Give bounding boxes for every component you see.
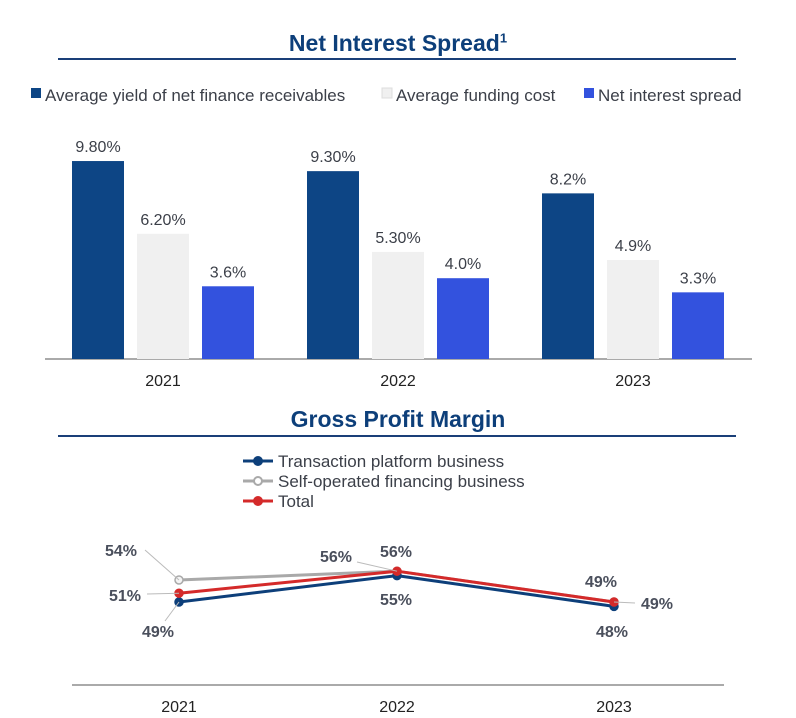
bar — [607, 260, 659, 359]
bar-value-label: 5.30% — [375, 230, 420, 247]
footnote-marker: 1 — [499, 30, 508, 46]
legend-swatch — [381, 87, 393, 99]
gross-profit-margin-title: Gross Profit Margin — [0, 406, 796, 433]
legend-label: Transaction platform business — [278, 452, 504, 471]
bar-value-label: 4.9% — [615, 238, 651, 255]
legend-swatch — [31, 88, 41, 98]
x-tick-label: 2021 — [145, 373, 181, 390]
legend-label: Average yield of net finance receivables — [45, 86, 345, 105]
leader-line — [613, 601, 636, 604]
bar-value-label: 9.30% — [310, 149, 355, 166]
legend-swatch — [584, 88, 594, 98]
net-interest-spread-title: Net Interest Spread1 — [0, 30, 796, 57]
x-tick-label: 2022 — [379, 699, 415, 716]
legend-label: Net interest spread — [598, 86, 742, 105]
data-label: 51% — [109, 588, 141, 605]
bar-value-label: 8.2% — [550, 171, 586, 188]
gross-profit-margin-title-text: Gross Profit Margin — [290, 406, 506, 432]
leader-line — [146, 592, 180, 595]
data-label: 48% — [596, 624, 628, 641]
legend-label: Average funding cost — [396, 86, 556, 105]
bar — [437, 278, 489, 359]
data-label: 55% — [380, 592, 412, 609]
legend-marker — [253, 496, 263, 506]
data-label: 49% — [142, 624, 174, 641]
x-tick-label: 2022 — [380, 373, 416, 390]
bar — [137, 233, 189, 359]
data-label: 56% — [320, 549, 352, 566]
data-label: 56% — [380, 544, 412, 561]
legend-marker — [253, 456, 263, 466]
data-label: 49% — [641, 596, 673, 613]
bar — [672, 292, 724, 359]
leader-line — [144, 549, 180, 581]
data-label: 49% — [585, 574, 617, 591]
data-label: 54% — [105, 543, 137, 560]
leader-line — [164, 601, 180, 622]
bar — [372, 251, 424, 359]
bar-value-label: 6.20% — [140, 212, 185, 229]
bar-value-label: 9.80% — [75, 139, 120, 156]
x-tick-label: 2021 — [161, 699, 197, 716]
bar — [307, 171, 359, 359]
x-tick-label: 2023 — [596, 699, 632, 716]
bar — [542, 193, 594, 359]
legend-label: Self-operated financing business — [278, 472, 525, 491]
legend-label: Total — [278, 492, 314, 511]
bar-value-label: 4.0% — [445, 256, 481, 273]
legend-marker — [253, 476, 263, 486]
x-tick-label: 2023 — [615, 373, 651, 390]
bar — [202, 286, 254, 359]
bar-value-label: 3.6% — [210, 264, 246, 281]
net-interest-spread-title-text: Net Interest Spread — [288, 30, 500, 56]
bar-value-label: 3.3% — [680, 270, 716, 287]
bar — [72, 161, 124, 359]
leader-line — [356, 561, 398, 572]
